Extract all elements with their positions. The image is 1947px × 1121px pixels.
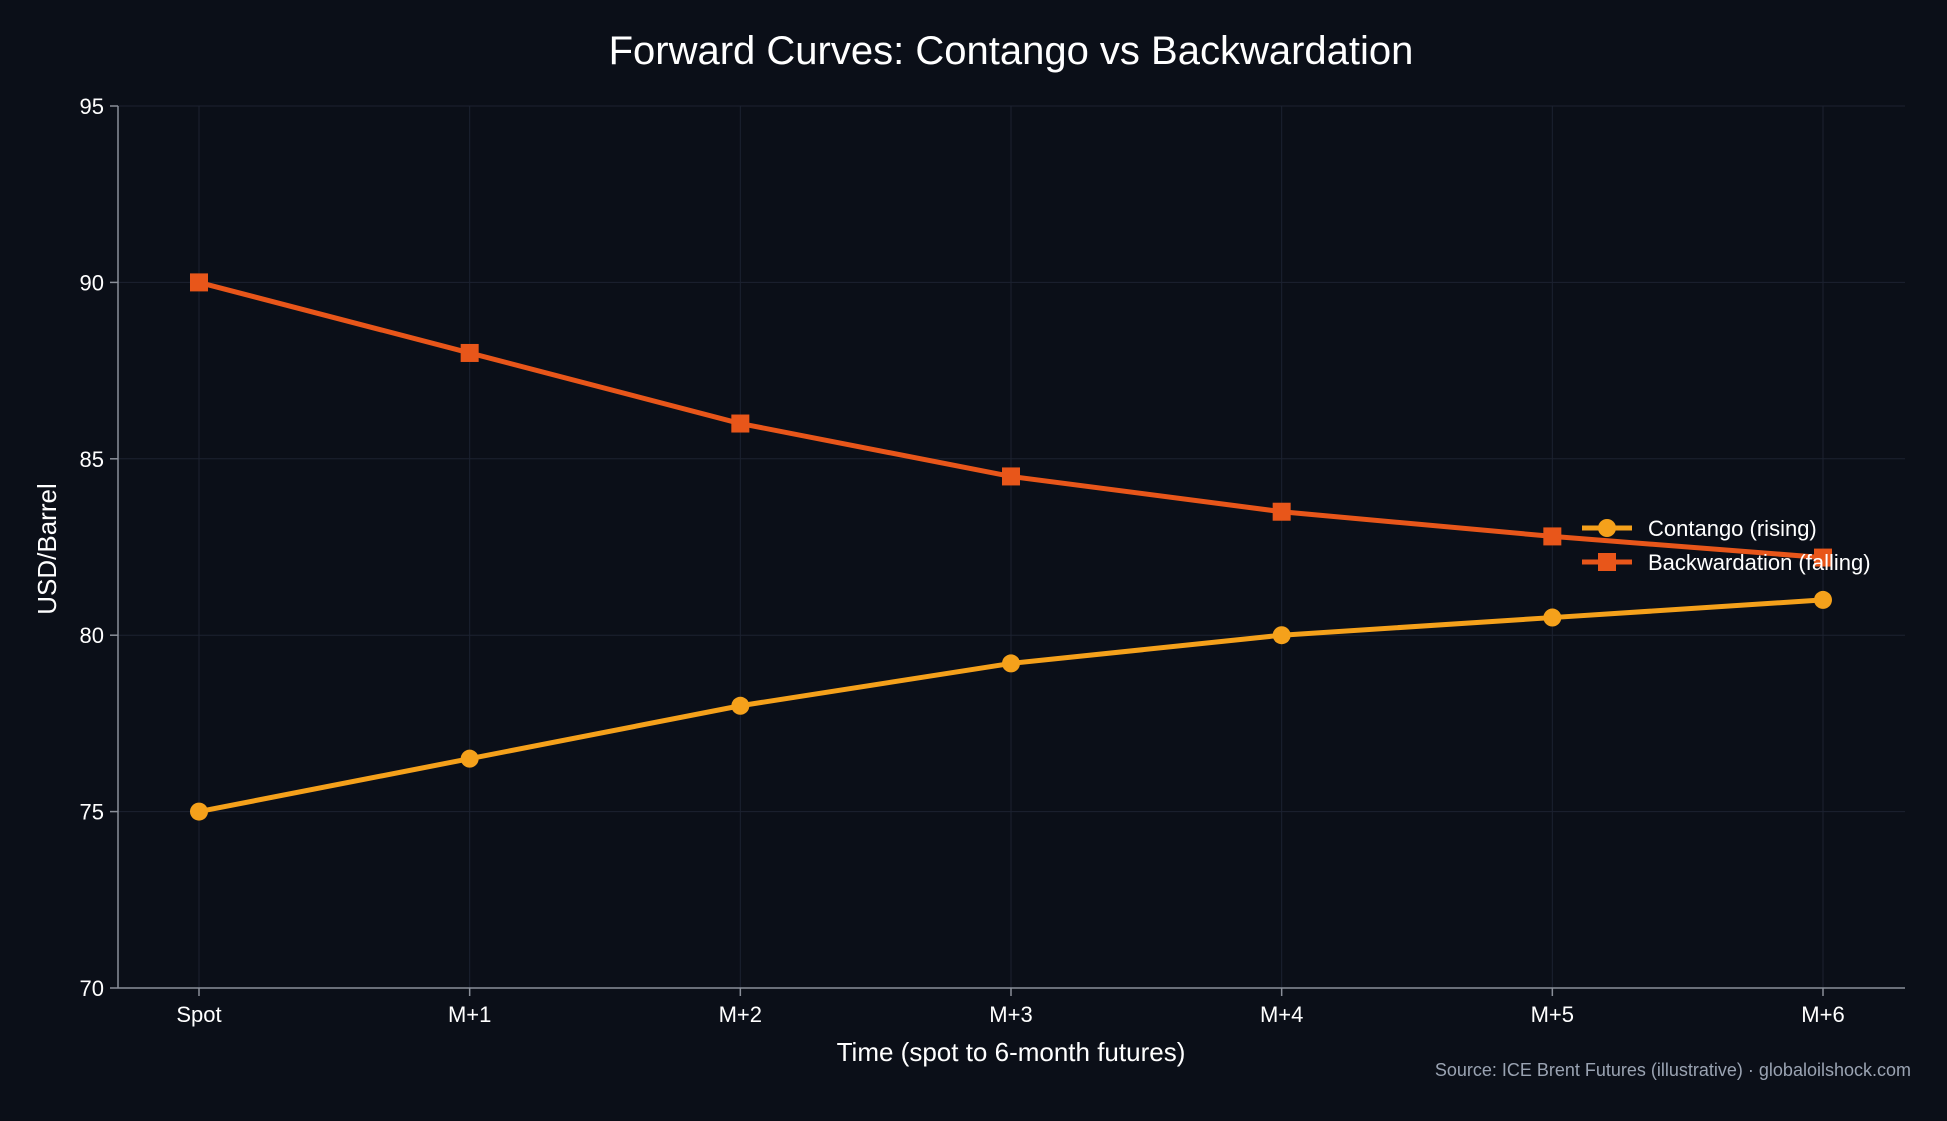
x-tick-label: M+6 (1801, 1002, 1844, 1027)
data-point (460, 749, 479, 768)
data-point (1002, 654, 1020, 673)
y-tick-label: 70 (80, 976, 104, 1001)
data-point (1814, 590, 1832, 609)
x-tick-label: M+1 (448, 1002, 491, 1027)
x-tick-label: M+4 (1260, 1002, 1303, 1027)
data-point (1002, 467, 1020, 486)
x-tick-label: M+5 (1531, 1002, 1574, 1027)
data-point (1272, 502, 1291, 521)
legend-marker (1598, 519, 1616, 537)
data-point (731, 414, 750, 433)
series-lines (190, 273, 1832, 821)
y-axis-ticks: 70 75 80 85 90 95 (80, 94, 118, 1001)
chart-title: Forward Curves: Contango vs Backwardatio… (609, 29, 1414, 73)
y-tick-label: 75 (80, 800, 104, 825)
y-tick-label: 80 (80, 623, 104, 648)
x-axis-label: Time (spot to 6-month futures) (837, 1037, 1186, 1067)
grid-lines (118, 105, 1905, 989)
legend-label: Contango (rising) (1648, 516, 1817, 541)
source-note: Source: ICE Brent Futures (illustrative)… (1435, 1060, 1911, 1080)
y-tick-label: 95 (80, 94, 104, 119)
data-point (1543, 608, 1562, 627)
y-axis-label: USD/Barrel (32, 483, 62, 614)
data-point (190, 802, 208, 821)
series-backwardation (190, 273, 1832, 567)
x-tick-label: M+3 (989, 1002, 1032, 1027)
data-point (1272, 626, 1291, 645)
y-tick-label: 85 (80, 447, 104, 472)
legend: Contango (rising) Backwardation (falling) (1582, 516, 1871, 575)
data-point (460, 343, 479, 362)
data-point (190, 273, 208, 292)
legend-item: Contango (rising) (1582, 516, 1817, 541)
x-axis-ticks: Spot M+1 M+2 M+3 M+4 M+5 M+6 (176, 988, 1845, 1027)
legend-label: Backwardation (falling) (1648, 550, 1871, 575)
y-tick-label: 90 (80, 270, 104, 295)
data-point (731, 696, 750, 715)
legend-item: Backwardation (falling) (1582, 550, 1871, 575)
series-contango (190, 590, 1832, 821)
x-tick-label: M+2 (719, 1002, 762, 1027)
data-point (1543, 527, 1562, 546)
data-point (1814, 548, 1832, 567)
legend-marker (1598, 553, 1616, 571)
x-tick-label: Spot (176, 1002, 221, 1027)
